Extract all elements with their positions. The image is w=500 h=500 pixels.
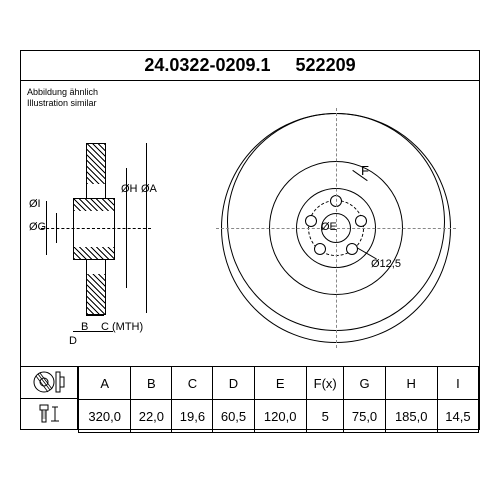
val-H: 185,0 — [385, 400, 437, 433]
val-F: 5 — [306, 400, 344, 433]
val-A: 320,0 — [79, 400, 131, 433]
front-view: F ØE Ø12,5 — [221, 113, 451, 343]
col-H: H — [385, 367, 437, 400]
val-B: 22,0 — [131, 400, 172, 433]
bolt-hole — [314, 243, 326, 255]
drawing-frame: 24.0322-0209.1 522209 Abbildung ähnlich … — [20, 50, 480, 430]
part-number: 24.0322-0209.1 — [144, 55, 270, 75]
col-F: F(x) — [306, 367, 344, 400]
val-E: 120,0 — [254, 400, 306, 433]
bolt-icon — [21, 399, 77, 430]
col-A: A — [79, 367, 131, 400]
disc-icon — [21, 367, 77, 399]
label-D: D — [69, 335, 77, 347]
label-bolt-dia: Ø12,5 — [371, 258, 401, 270]
bolt-hole — [305, 215, 317, 227]
label-G: ØG — [29, 221, 46, 233]
col-D: D — [213, 367, 254, 400]
icon-column — [21, 367, 78, 429]
dimension-table: A B C D E F(x) G H I 320,0 22,0 19,6 60,… — [21, 366, 479, 429]
val-D: 60,5 — [213, 400, 254, 433]
bolt-hole — [355, 215, 367, 227]
val-C: 19,6 — [172, 400, 213, 433]
data-table: A B C D E F(x) G H I 320,0 22,0 19,6 60,… — [78, 367, 479, 433]
val-G: 75,0 — [344, 400, 385, 433]
label-H: ØH — [121, 183, 138, 195]
drawing-area: ØI ØG ØH ØA B D C (MTH) — [21, 83, 479, 367]
col-B: B — [131, 367, 172, 400]
secondary-number: 522209 — [296, 55, 356, 76]
label-E: ØE — [321, 221, 337, 233]
label-A: ØA — [141, 183, 157, 195]
table-header-row: A B C D E F(x) G H I — [79, 367, 479, 400]
col-E: E — [254, 367, 306, 400]
col-I: I — [437, 367, 478, 400]
col-G: G — [344, 367, 385, 400]
header: 24.0322-0209.1 522209 — [21, 51, 479, 81]
label-I: ØI — [29, 198, 41, 210]
side-view: ØI ØG ØH ØA B D C (MTH) — [51, 143, 151, 313]
col-C: C — [172, 367, 213, 400]
table-value-row: 320,0 22,0 19,6 60,5 120,0 5 75,0 185,0 … — [79, 400, 479, 433]
bolt-hole — [346, 243, 358, 255]
val-I: 14,5 — [437, 400, 478, 433]
